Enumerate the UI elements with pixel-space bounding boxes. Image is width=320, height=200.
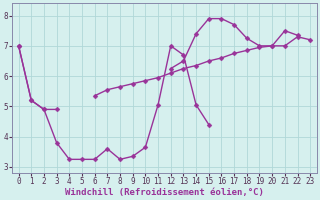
- X-axis label: Windchill (Refroidissement éolien,°C): Windchill (Refroidissement éolien,°C): [65, 188, 264, 197]
